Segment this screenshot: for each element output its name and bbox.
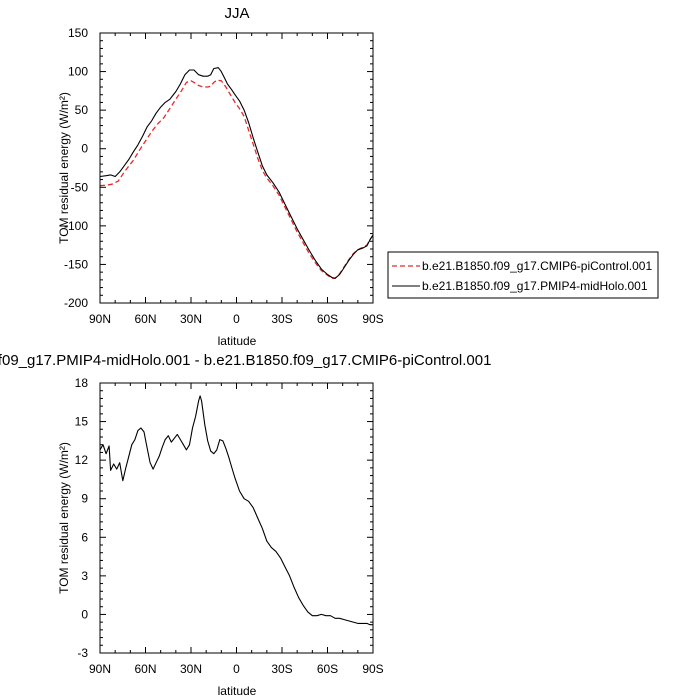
bottom-x-tick-label: 30S: [271, 662, 292, 676]
top-series-line-1: [99, 67, 374, 279]
legend-label-picontrol: b.e21.B1850.f09_g17.CMIP6-piControl.001: [422, 259, 652, 273]
top-x-tick-label: 90S: [362, 312, 383, 326]
bottom-chart-panel: b.e21.B1850.f09_g17.PMIP4-midHolo.001 - …: [0, 352, 491, 698]
bottom-y-tick-label: 18: [75, 376, 89, 390]
top-x-tick-label: 60S: [317, 312, 338, 326]
bottom-plot-frame: [99, 382, 374, 654]
bottom-x-tick-label: 60S: [317, 662, 338, 676]
bottom-y-tick-label: 0: [81, 607, 88, 621]
bottom-x-tick-label: 0: [233, 662, 240, 676]
bottom-y-tick-label: 6: [81, 530, 88, 544]
bottom-y-tick-label: 15: [75, 415, 89, 429]
bottom-x-axis-label: latitude: [218, 684, 257, 698]
bottom-y-tick-label: 12: [75, 453, 89, 467]
bottom-chart-title: b.e21.B1850.f09_g17.PMIP4-midHolo.001 - …: [0, 352, 491, 369]
bottom-y-tick-label: 9: [81, 492, 88, 506]
top-y-tick-label: 50: [75, 103, 89, 117]
top-y-axis-label: TOM residual energy (W/m²): [57, 92, 71, 244]
bottom-x-tick-label: 30N: [180, 662, 202, 676]
top-y-tick-label: -200: [64, 296, 88, 310]
legend-label-midholo: b.e21.B1850.f09_g17.PMIP4-midHolo.001: [422, 279, 648, 293]
top-x-tick-label: 60N: [134, 312, 156, 326]
bottom-series-line-0: [99, 395, 373, 626]
legend: b.e21.B1850.f09_g17.CMIP6-piControl.001 …: [387, 251, 659, 299]
top-x-tick-label: 0: [233, 312, 240, 326]
top-y-tick-label: 0: [81, 142, 88, 156]
top-x-tick-label: 90N: [89, 312, 111, 326]
legend-box: [387, 251, 659, 299]
bottom-x-tick-label: 60N: [134, 662, 156, 676]
bottom-y-tick-label: 3: [81, 569, 88, 583]
bottom-x-tick-label: 90S: [362, 662, 383, 676]
top-plot-frame: [99, 32, 374, 304]
top-y-tick-label: -150: [64, 257, 88, 271]
top-series-line-0: [99, 79, 374, 279]
top-chart-panel: JJA 90N 60N 30N 0 30S 60S 90S 150 100 50 0 -50 -100 -…: [57, 5, 659, 348]
bottom-x-tick-label: 90N: [89, 662, 111, 676]
bottom-y-axis-label: TOM residual energy (W/m²): [57, 442, 71, 594]
top-x-tick-label: 30S: [271, 312, 292, 326]
top-y-tick-label: -100: [64, 219, 88, 233]
top-x-tick-label: 30N: [180, 312, 202, 326]
top-x-axis-label: latitude: [218, 334, 257, 348]
top-y-tick-label: 100: [68, 65, 88, 79]
top-y-tick-label: -50: [71, 180, 89, 194]
bottom-y-tick-label: -3: [77, 646, 88, 660]
top-y-tick-label: 150: [68, 26, 88, 40]
top-chart-title: JJA: [224, 5, 249, 22]
